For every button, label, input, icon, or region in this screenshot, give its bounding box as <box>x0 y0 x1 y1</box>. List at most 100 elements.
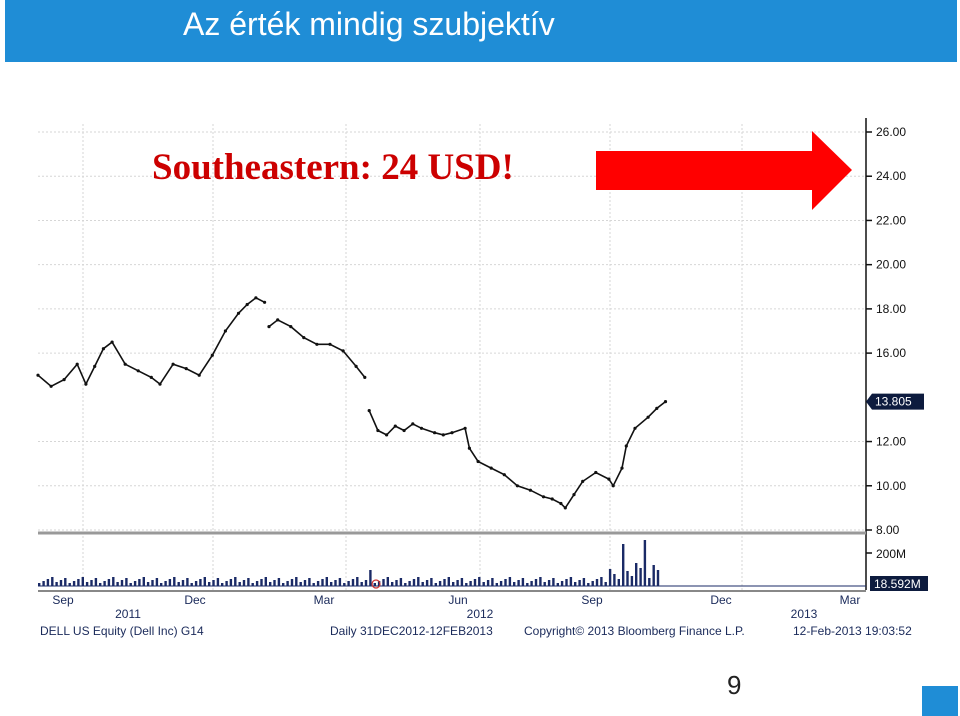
last-price-marker: 13.805 <box>866 393 924 410</box>
volume-bar <box>338 578 342 586</box>
volume-bar <box>42 581 45 586</box>
price-line <box>37 296 265 388</box>
volume-bar <box>578 580 581 586</box>
price-point <box>646 415 650 419</box>
volume-bar <box>120 580 124 586</box>
volume-bar <box>656 570 660 586</box>
volume-bar <box>146 582 150 586</box>
volume-bar <box>138 579 141 586</box>
volume-bar <box>94 578 98 586</box>
price-point <box>463 426 467 430</box>
volume-bar <box>251 583 254 586</box>
price-point <box>594 470 598 475</box>
volume-bar <box>343 583 346 586</box>
volume-bar <box>574 582 577 586</box>
volume-bar <box>499 581 503 586</box>
price-point <box>84 382 88 386</box>
volume-bar <box>260 579 263 586</box>
y-tick-label: 12.00 <box>876 435 906 449</box>
volume-bar <box>221 583 224 586</box>
y-tick-label: 10.00 <box>876 479 906 493</box>
price-point <box>36 373 40 377</box>
volume-bar <box>626 571 629 586</box>
volume-bar <box>312 583 315 586</box>
volume-bar <box>212 580 215 586</box>
volume-bar <box>142 577 145 586</box>
volume-bar <box>229 579 233 586</box>
slide-title: Az érték mindig szubjektív <box>183 6 555 42</box>
volume-bar <box>356 577 359 586</box>
volume-bar <box>194 581 198 586</box>
volume-bar <box>377 581 381 586</box>
volume-bar <box>508 577 512 586</box>
volume-bar <box>181 580 185 586</box>
volume-bar <box>425 580 429 586</box>
volume-bar <box>129 583 132 586</box>
price-point <box>62 378 66 382</box>
price-point <box>149 375 153 379</box>
price-point <box>363 375 367 379</box>
price-point <box>655 406 659 410</box>
volume-bar <box>547 580 551 586</box>
volume-bar <box>404 583 407 586</box>
volume-bar <box>168 579 172 586</box>
price-point <box>624 444 628 448</box>
volume-bar <box>64 578 67 586</box>
volume-bar <box>360 582 363 586</box>
volume-bar <box>399 578 403 586</box>
price-point <box>528 488 533 492</box>
volume-bar <box>604 582 607 586</box>
price-point <box>254 296 258 300</box>
volume-bar <box>622 544 625 586</box>
volume-bar <box>290 579 294 586</box>
volume-bar <box>216 578 220 586</box>
x-month-label: Sep <box>581 593 603 607</box>
volume-bar <box>208 582 211 586</box>
price-point <box>75 362 79 366</box>
price-point <box>476 459 480 464</box>
volume-bar <box>369 570 372 586</box>
volume-bar <box>255 581 259 586</box>
volume-bar <box>438 581 442 586</box>
price-point <box>633 426 637 430</box>
volume-bar <box>412 579 416 586</box>
volume-bar <box>81 577 84 586</box>
volume-bar <box>316 581 320 586</box>
volume-bar <box>456 580 459 586</box>
volume-bar <box>225 581 228 586</box>
volume-bar <box>295 577 298 586</box>
price-point <box>49 384 53 388</box>
volume-bar <box>164 581 167 586</box>
volume-bar <box>321 579 324 586</box>
volume-bar <box>391 582 394 586</box>
volume-bar <box>125 578 128 586</box>
y-tick-label: 24.00 <box>876 169 906 183</box>
volume-tick-label: 200M <box>876 547 906 561</box>
volume-bar <box>373 583 376 586</box>
volume-bar <box>173 577 176 586</box>
price-point <box>315 342 319 346</box>
volume-bar <box>617 579 620 586</box>
y-tick-label: 26.00 <box>876 125 906 139</box>
y-tick-label: 18.00 <box>876 302 906 316</box>
y-tick-label: 22.00 <box>876 213 906 227</box>
volume-bar <box>613 574 616 586</box>
volume-bar <box>116 582 119 586</box>
volume-bar <box>565 579 568 586</box>
volume-bar <box>203 577 206 586</box>
price-point <box>197 373 201 377</box>
price-point <box>302 336 306 340</box>
volume-bar <box>556 583 559 586</box>
price-line <box>268 318 366 378</box>
volume-bar <box>199 579 202 586</box>
volume-bar <box>112 577 115 586</box>
headline-text: Southeastern: 24 USD! <box>152 147 514 188</box>
volume-bar <box>591 581 594 586</box>
volume-bar <box>635 563 638 586</box>
volume-bar <box>72 581 76 586</box>
volume-bar <box>648 578 651 586</box>
volume-bar <box>482 582 485 586</box>
volume-bar <box>77 579 80 586</box>
volume-bar <box>608 569 612 586</box>
